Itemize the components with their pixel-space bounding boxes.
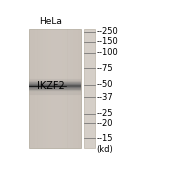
Bar [78, 28, 81, 148]
Bar [38, 28, 40, 148]
Text: (kd): (kd) [96, 145, 113, 154]
Bar [81, 28, 84, 148]
Text: --37: --37 [96, 93, 113, 102]
Bar [84, 28, 95, 148]
Bar [35, 28, 37, 148]
Bar [73, 28, 76, 148]
Bar [65, 28, 67, 148]
Text: --250: --250 [96, 28, 118, 37]
Bar [30, 28, 81, 148]
Bar [48, 28, 51, 148]
Bar [54, 28, 57, 148]
Bar [40, 28, 43, 148]
Text: IKZF2: IKZF2 [37, 81, 64, 91]
Text: --25: --25 [96, 109, 113, 118]
Text: --50: --50 [96, 80, 113, 89]
Text: --150: --150 [96, 37, 118, 46]
Bar [62, 28, 65, 148]
Text: --100: --100 [96, 48, 118, 57]
Bar [70, 28, 73, 148]
Bar [76, 28, 78, 148]
Bar [43, 28, 46, 148]
Bar [59, 28, 62, 148]
Bar [68, 28, 70, 148]
Text: --75: --75 [96, 64, 113, 73]
Text: --20: --20 [96, 119, 113, 128]
Bar [46, 28, 48, 148]
Bar [32, 28, 35, 148]
Bar [57, 28, 59, 148]
Text: --15: --15 [96, 134, 113, 143]
Bar [30, 28, 32, 148]
Text: HeLa: HeLa [39, 17, 62, 26]
Bar [51, 28, 54, 148]
